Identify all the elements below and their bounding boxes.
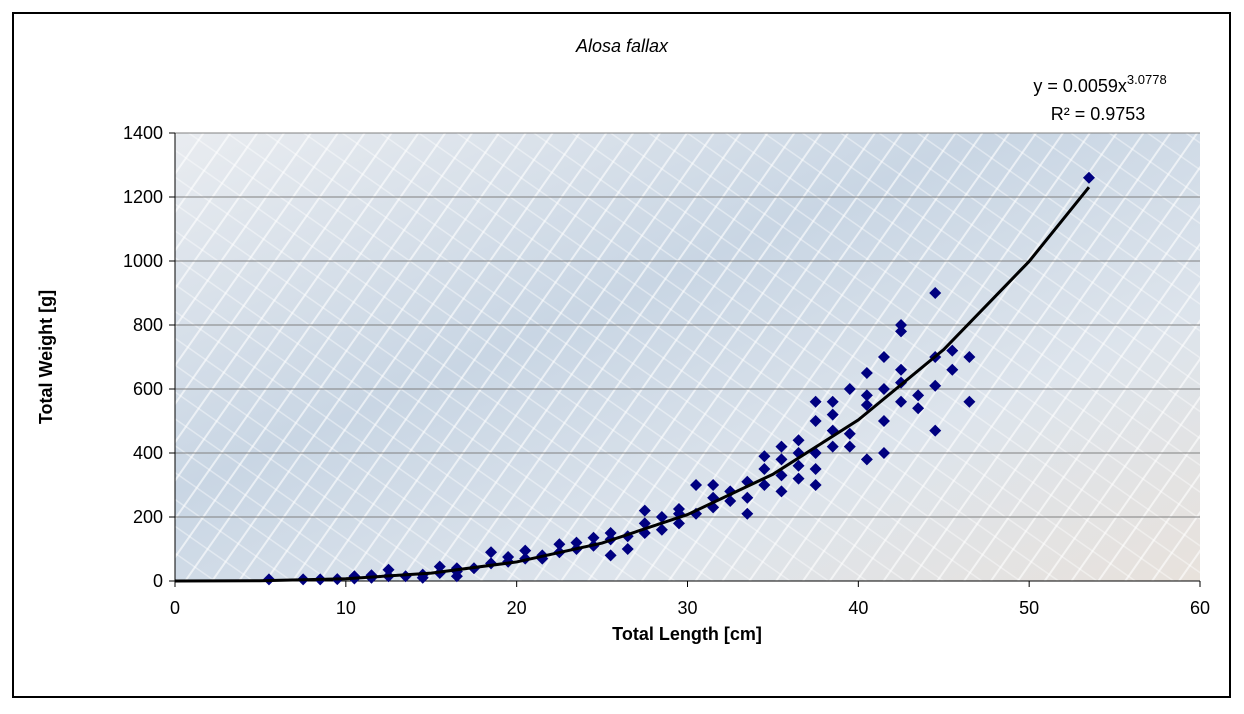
equation-base: y = 0.0059x bbox=[1033, 76, 1127, 96]
scatter-point bbox=[809, 463, 822, 475]
scatter-point bbox=[485, 546, 498, 559]
scatter-point bbox=[929, 379, 942, 392]
scatter-point bbox=[895, 325, 908, 338]
y-tick-label: 1200 bbox=[123, 187, 163, 207]
scatter-point bbox=[860, 389, 873, 402]
scatter-point bbox=[929, 424, 942, 437]
marks bbox=[174, 171, 1095, 586]
scatter-point bbox=[826, 395, 839, 408]
scatter-point bbox=[775, 453, 788, 466]
scatter-point bbox=[809, 415, 822, 427]
plot-texture bbox=[175, 133, 1200, 581]
scatter-point bbox=[963, 351, 976, 363]
scatter-point bbox=[724, 495, 737, 507]
equation-exponent: 3.0778 bbox=[1127, 72, 1167, 87]
scatter-point bbox=[912, 389, 925, 402]
x-tick-label: 30 bbox=[677, 598, 697, 618]
scatter-point bbox=[860, 367, 873, 379]
scatter-point bbox=[895, 395, 908, 408]
scatter-point bbox=[707, 479, 720, 491]
x-axis-title: Total Length [cm] bbox=[612, 624, 762, 644]
scatter-point bbox=[946, 363, 959, 376]
x-tick-label: 20 bbox=[507, 598, 527, 618]
scatter-point bbox=[792, 434, 805, 447]
scatter-point bbox=[843, 440, 856, 453]
x-tick-label: 0 bbox=[170, 598, 180, 618]
x-tick-label: 10 bbox=[336, 598, 356, 618]
y-axis-title: Total Weight [g] bbox=[36, 290, 56, 424]
scatter-point bbox=[826, 440, 839, 453]
scatter-point bbox=[877, 351, 890, 363]
scatter-point bbox=[946, 344, 959, 357]
scatter-point bbox=[877, 415, 890, 427]
scatter-point bbox=[826, 408, 839, 421]
scatter-point bbox=[382, 563, 395, 576]
scatter-point bbox=[877, 383, 890, 395]
scatter-point bbox=[963, 395, 976, 408]
scatter-point bbox=[809, 395, 822, 408]
equation: y = 0.0059x3.0778 bbox=[1033, 72, 1166, 96]
y-tick-label: 600 bbox=[133, 379, 163, 399]
scatter-point bbox=[655, 511, 668, 523]
scatter-point bbox=[860, 399, 873, 411]
scatter-point bbox=[741, 491, 754, 504]
x-tick-label: 40 bbox=[848, 598, 868, 618]
scatter-point bbox=[843, 427, 856, 440]
trendline bbox=[174, 186, 1091, 583]
scatter-point bbox=[792, 472, 805, 485]
scatter-point bbox=[895, 319, 908, 331]
scatter-point bbox=[895, 363, 908, 376]
scatter-point bbox=[638, 504, 651, 517]
y-tick-label: 800 bbox=[133, 315, 163, 335]
x-tick-label: 50 bbox=[1019, 598, 1039, 618]
scatter-point bbox=[604, 527, 617, 539]
scatter-point bbox=[450, 570, 463, 583]
y-tick-label: 200 bbox=[133, 507, 163, 527]
scatter-point bbox=[433, 560, 446, 573]
scatter-point bbox=[655, 523, 668, 536]
scatter-point bbox=[877, 447, 890, 459]
scatter-point bbox=[604, 549, 617, 562]
x-tick-label: 60 bbox=[1190, 598, 1210, 618]
scatter-point bbox=[690, 479, 703, 491]
y-tick-label: 0 bbox=[153, 571, 163, 591]
scatter-point bbox=[741, 507, 754, 520]
scatter-point bbox=[502, 551, 515, 563]
scatter-point bbox=[519, 544, 532, 557]
scatter-point bbox=[912, 402, 925, 415]
scatter-point bbox=[758, 463, 771, 475]
scatter-point bbox=[843, 383, 856, 395]
y-tick-label: 400 bbox=[133, 443, 163, 463]
scatter-point bbox=[758, 479, 771, 491]
scatter-point bbox=[809, 479, 822, 491]
y-tick-label: 1000 bbox=[123, 251, 163, 271]
scatter-point bbox=[553, 538, 566, 551]
scatter-point bbox=[672, 503, 685, 515]
scatter-point bbox=[758, 450, 771, 463]
r-squared: R² = 0.9753 bbox=[1051, 104, 1146, 124]
scatter-point bbox=[587, 531, 600, 544]
scatter-point bbox=[1082, 171, 1095, 184]
scatter-point bbox=[860, 453, 873, 466]
scatter-point bbox=[929, 287, 942, 299]
scatter-point bbox=[621, 543, 634, 555]
scatter-point bbox=[570, 536, 583, 549]
chart-title: Alosa fallax bbox=[575, 36, 669, 56]
scatter-point bbox=[775, 440, 788, 453]
scatter-point bbox=[672, 517, 685, 530]
y-tick-label: 1400 bbox=[123, 123, 163, 143]
scatter-point bbox=[792, 459, 805, 472]
scatter-point bbox=[775, 485, 788, 498]
